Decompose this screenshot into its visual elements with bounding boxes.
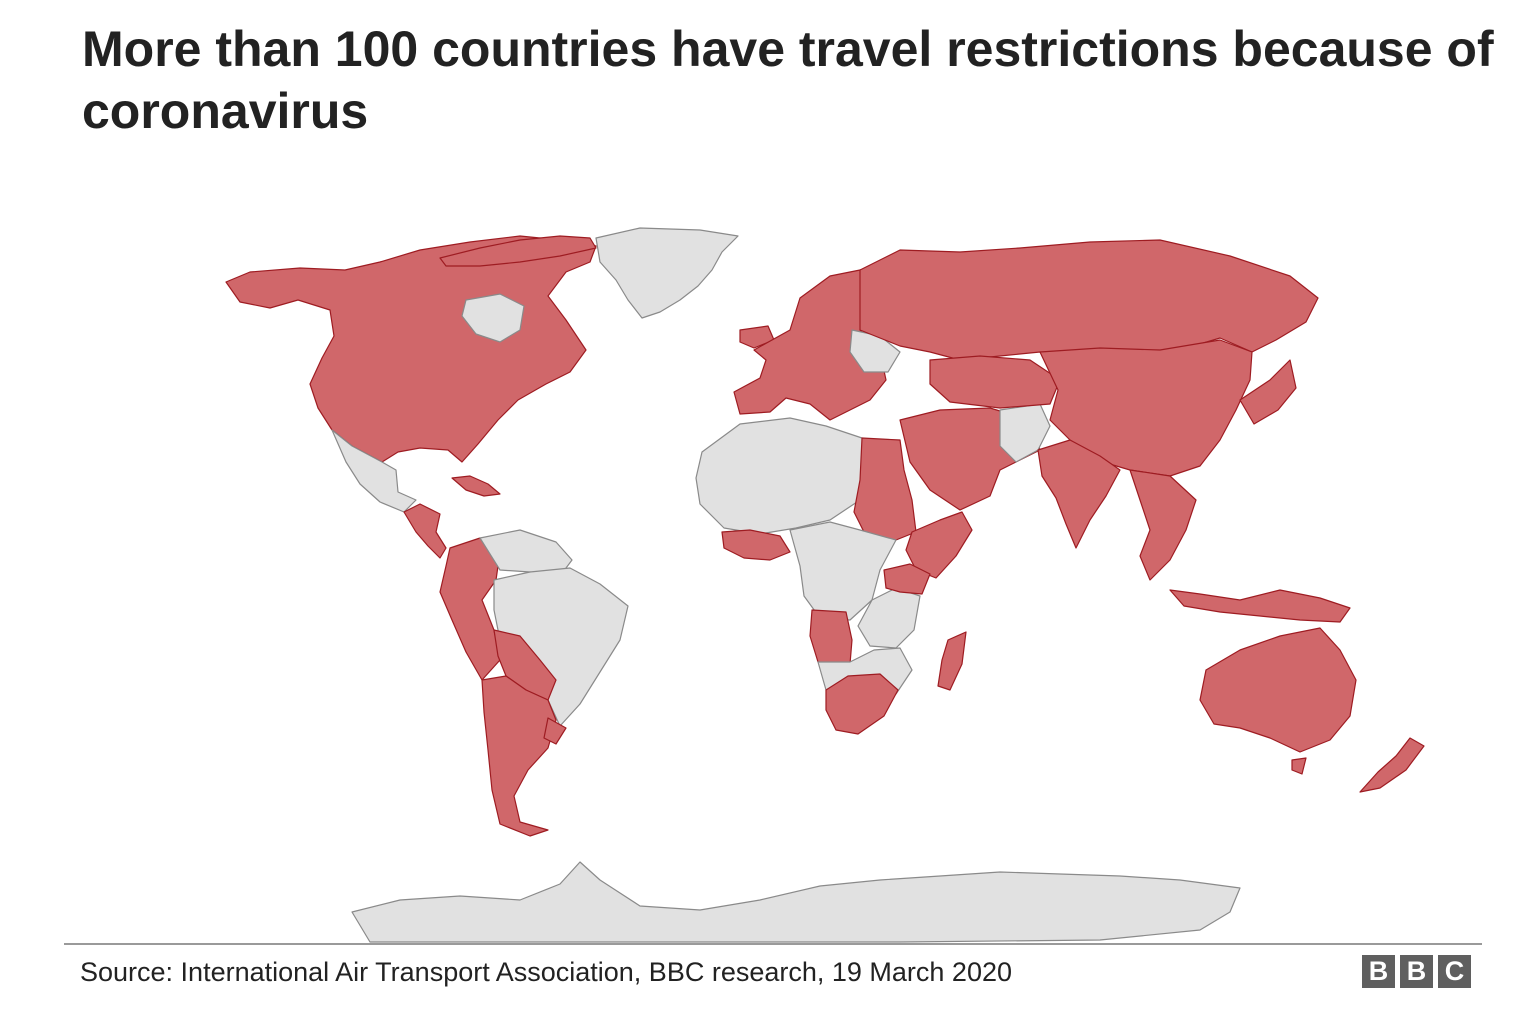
bbc-logo-letter-3: C xyxy=(1438,955,1471,988)
region-colombia-ecuador-peru xyxy=(439,537,501,681)
region-angola xyxy=(809,609,853,665)
region-east-africa-restricted xyxy=(883,563,931,595)
region-central-america xyxy=(403,503,447,559)
region-uruguay xyxy=(543,717,567,745)
region-south-africa xyxy=(825,673,899,735)
region-russia xyxy=(859,239,1319,361)
bbc-logo-letter-2: B xyxy=(1400,955,1433,988)
region-southeast-asia xyxy=(1129,469,1197,581)
region-hudson-bay xyxy=(461,293,525,343)
region-caribbean xyxy=(451,475,501,497)
bbc-logo: B B C xyxy=(1362,955,1471,988)
region-antarctica xyxy=(351,861,1241,943)
region-horn-of-africa xyxy=(905,511,973,579)
region-argentina-chile xyxy=(481,675,557,837)
region-arctic-islands xyxy=(439,235,597,267)
region-west-africa-coast xyxy=(721,529,791,561)
region-egypt-sudan xyxy=(853,437,917,541)
region-australia xyxy=(1199,627,1357,753)
region-north-africa xyxy=(695,417,869,535)
map-title: More than 100 countries have travel rest… xyxy=(82,21,1494,139)
region-europe xyxy=(733,267,887,421)
region-china-mongolia xyxy=(1039,339,1253,477)
region-japan-korea xyxy=(1239,359,1297,425)
region-indonesia-philippines xyxy=(1169,589,1351,623)
source-note: Source: International Air Transport Asso… xyxy=(80,957,1012,987)
region-madagascar xyxy=(937,631,967,691)
region-greenland xyxy=(595,227,739,319)
region-central-asia xyxy=(929,355,1061,409)
footer-divider xyxy=(64,943,1482,945)
region-india xyxy=(1037,439,1121,549)
region-tasmania xyxy=(1291,757,1307,775)
bbc-logo-letter-1: B xyxy=(1362,955,1395,988)
region-mexico xyxy=(331,429,417,513)
region-north-america xyxy=(225,235,597,463)
region-new-zealand xyxy=(1359,737,1425,793)
